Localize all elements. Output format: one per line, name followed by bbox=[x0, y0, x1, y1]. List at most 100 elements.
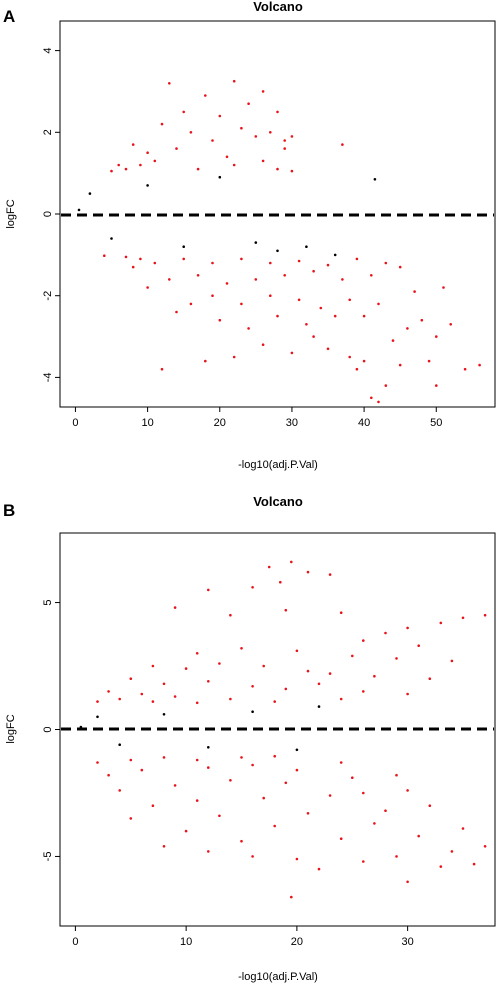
panel-b-point bbox=[279, 580, 282, 584]
panel-a-point bbox=[168, 82, 171, 85]
panel-a-y-tick-label: 0 bbox=[42, 211, 54, 217]
panel-a-point bbox=[168, 278, 171, 281]
panel-b-point bbox=[317, 867, 321, 871]
panel-a-point bbox=[196, 274, 200, 277]
panel-a-x-tick-label: 30 bbox=[286, 417, 298, 429]
panel-a-point bbox=[232, 163, 236, 167]
panel-a-point bbox=[290, 351, 294, 355]
panel-b-point bbox=[373, 674, 376, 678]
panel-b-point bbox=[107, 690, 110, 693]
panel-b-point bbox=[351, 776, 354, 779]
panel-b-y-axis-label: logFC bbox=[5, 714, 17, 743]
panel-b-point bbox=[339, 837, 343, 840]
panel-b-point bbox=[195, 701, 199, 705]
panel-a-point bbox=[139, 257, 142, 261]
panel-b-x-tick-label: 0 bbox=[72, 936, 78, 948]
panel-b-x-tick-label: 30 bbox=[401, 936, 413, 948]
panel-a-point bbox=[204, 94, 207, 97]
panel-a-point bbox=[211, 294, 214, 298]
panel-b-point bbox=[207, 588, 210, 592]
panel-a-point bbox=[110, 169, 113, 173]
panel-a-point bbox=[312, 335, 315, 338]
panel-a-point bbox=[124, 167, 128, 171]
panel-a-point bbox=[225, 155, 229, 159]
panel-b-point bbox=[284, 781, 288, 785]
panel-b-title: Volcano bbox=[253, 494, 303, 509]
panel-a-point bbox=[131, 265, 135, 269]
panel-a-point bbox=[240, 302, 243, 306]
panel-a-point bbox=[247, 102, 250, 105]
panel-b-point bbox=[273, 824, 277, 828]
panel-b-point bbox=[173, 606, 177, 609]
panel-b-point bbox=[428, 677, 432, 680]
panel-b-point bbox=[439, 865, 443, 868]
panel-b-point bbox=[395, 657, 398, 660]
panel-b-y-tick-label: -5 bbox=[42, 852, 54, 862]
panel-b-point bbox=[295, 768, 299, 772]
panel-a-point bbox=[276, 110, 279, 114]
panel-b-point bbox=[107, 773, 110, 777]
panel-a-point bbox=[240, 126, 243, 130]
panel-a-point bbox=[391, 339, 395, 342]
panel-b-point bbox=[267, 565, 271, 569]
panel-a-x-axis: 0 10 20 30 40 50 bbox=[72, 407, 442, 429]
panel-b-point bbox=[173, 695, 177, 698]
panel-a-y-tick-label: 4 bbox=[42, 48, 54, 54]
panel-b-point bbox=[129, 817, 133, 820]
panel-a-point bbox=[297, 298, 301, 302]
panel-b-point bbox=[317, 705, 321, 708]
panel-a-point bbox=[384, 261, 388, 265]
panel-b-point bbox=[96, 700, 99, 703]
panel-b-y-axis: -5 0 5 bbox=[42, 599, 60, 861]
panel-a-point bbox=[370, 396, 373, 400]
panel-b-point bbox=[218, 814, 221, 818]
panel-b-point bbox=[362, 639, 365, 642]
panel-b-x-tick-label: 10 bbox=[180, 936, 192, 948]
panel-a-point bbox=[240, 257, 243, 261]
panel-b-point bbox=[328, 573, 332, 576]
panel-a-point bbox=[153, 159, 157, 163]
panel-b-point bbox=[118, 789, 121, 792]
panel-a-point bbox=[283, 139, 287, 142]
panel-a-x-tick-label: 40 bbox=[358, 417, 370, 429]
panel-b-point bbox=[251, 586, 254, 589]
panel-a-point bbox=[449, 323, 453, 326]
panel-a-point bbox=[269, 294, 272, 298]
panel-a-point bbox=[305, 323, 308, 326]
panel-a-point bbox=[103, 254, 106, 257]
panel-b: B Volcano 0 10 20 30 -5 0 5 -log10(adj.P.Val)… bbox=[3, 494, 496, 983]
panel-a-point bbox=[124, 255, 128, 259]
panel-a-point bbox=[435, 335, 438, 338]
panel-a-point bbox=[131, 143, 135, 146]
panel-b-point bbox=[339, 611, 343, 614]
panel-b-point bbox=[184, 829, 188, 833]
panel-b-point bbox=[207, 746, 210, 749]
panel-a-point bbox=[211, 261, 214, 265]
panel-a-point bbox=[261, 343, 265, 347]
panel-b-point bbox=[351, 654, 354, 658]
panel-b-point bbox=[417, 834, 421, 838]
panel-a-point bbox=[398, 363, 402, 367]
panel-b-point bbox=[195, 799, 199, 802]
panel-a-point bbox=[463, 367, 467, 371]
panel-a-point bbox=[261, 90, 265, 93]
panel-b-point bbox=[118, 697, 121, 701]
panel-a-point bbox=[211, 139, 214, 142]
panel-b-point bbox=[384, 809, 387, 812]
panel-a-point bbox=[319, 306, 323, 310]
panel-a-point bbox=[290, 135, 294, 138]
panel-a-point bbox=[232, 355, 236, 359]
panel-a-point bbox=[254, 241, 258, 244]
panel-a-point bbox=[189, 302, 193, 306]
panel-b-point bbox=[295, 857, 299, 861]
panel-b-point bbox=[362, 791, 365, 795]
panel-a-point bbox=[139, 163, 142, 167]
panel-a-point bbox=[88, 192, 92, 195]
panel-a-point bbox=[413, 290, 416, 293]
panel-b-point bbox=[129, 677, 133, 680]
panel-b-point bbox=[461, 827, 465, 830]
panel-a-point bbox=[326, 347, 330, 351]
panel-a-point bbox=[427, 359, 431, 363]
panel-a-point bbox=[175, 310, 178, 314]
